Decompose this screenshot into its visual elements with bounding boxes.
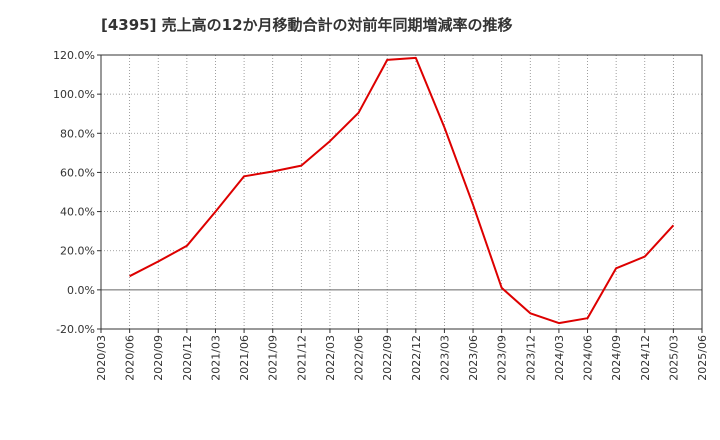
- x-tick-label: 2021/03: [209, 335, 222, 381]
- grid: [100, 54, 703, 330]
- x-axis-ticks: 2020/03 2020/06 2020/09 2020/12 2021/03 2021/…: [95, 329, 709, 381]
- y-axis-ticks: 120.0% 100.0% 80.0% 60.0% 40.0% 20.0% 0.0% -20.…: [53, 49, 101, 336]
- x-tick-label: 2023/03: [438, 335, 451, 381]
- x-tick-label: 2023/09: [496, 335, 509, 381]
- x-tick-label: 2025/03: [667, 335, 680, 381]
- chart-title: [4395] 売上高の12か月移動合計の対前年同期増減率の推移: [101, 16, 513, 34]
- x-tick-label: 2024/12: [639, 335, 652, 381]
- x-tick-label: 2023/06: [467, 335, 480, 381]
- x-tick-label: 2025/06: [696, 335, 709, 381]
- y-tick-label: 40.0%: [60, 206, 95, 219]
- x-tick-label: 2020/06: [124, 335, 137, 381]
- x-tick-label: 2024/06: [582, 335, 595, 381]
- y-tick-label: 120.0%: [53, 49, 95, 62]
- x-tick-label: 2023/12: [524, 335, 537, 381]
- y-tick-label: 80.0%: [60, 127, 95, 140]
- x-tick-label: 2022/06: [353, 335, 366, 381]
- x-tick-label: 2020/12: [181, 335, 194, 381]
- x-tick-label: 2021/09: [267, 335, 280, 381]
- x-tick-label: 2021/06: [238, 335, 251, 381]
- x-tick-label: 2020/03: [95, 335, 108, 381]
- x-tick-label: 2022/03: [324, 335, 337, 381]
- y-tick-label: 100.0%: [53, 88, 95, 101]
- y-tick-label: -20.0%: [56, 323, 95, 336]
- y-tick-label: 0.0%: [67, 284, 95, 297]
- plot-border: [100, 54, 703, 330]
- x-tick-label: 2024/03: [553, 335, 566, 381]
- x-tick-label: 2022/12: [410, 335, 423, 381]
- x-tick-label: 2022/09: [381, 335, 394, 381]
- series-line: [129, 56, 675, 325]
- y-tick-label: 20.0%: [60, 245, 95, 258]
- x-tick-label: 2024/09: [610, 335, 623, 381]
- axes: [100, 54, 703, 330]
- x-tick-label: 2021/12: [295, 335, 308, 381]
- x-tick-label: 2020/09: [152, 335, 165, 381]
- y-tick-label: 60.0%: [60, 166, 95, 179]
- series-layer: [129, 56, 675, 325]
